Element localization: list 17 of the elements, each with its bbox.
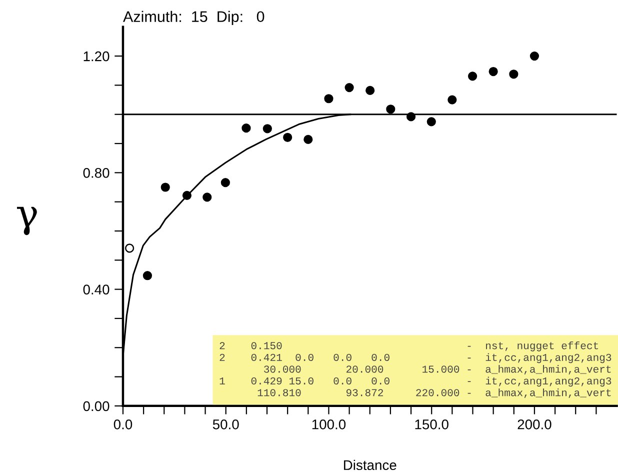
x-tick-label: 200.0	[518, 419, 552, 430]
x-tick-label: 50.0	[212, 419, 239, 430]
x-tick-label: 150.0	[415, 419, 448, 430]
annotation: 2 0.421 0.0 0.0 0.0 - it,cc,ang1,ang2,ang3	[220, 353, 612, 364]
y-tick-label: 0.40	[83, 284, 110, 294]
x-axis-title: Distance	[344, 460, 396, 470]
y-tick-label: 0.00	[83, 401, 110, 412]
x-tick-label: 100.0	[312, 419, 346, 430]
y-axis-title: γ	[16, 206, 37, 236]
x-tick-label: 0.0	[114, 419, 132, 430]
annotation: 30.000 20.000 15.000 - a_hmax,a_hmin,a_vert	[264, 364, 611, 375]
y-tick-label: 1.20	[84, 51, 110, 62]
annotation: 110.810 93.872 220.000 - a_hmax,a_hmin,a_vert	[258, 388, 611, 398]
y-tick-label: 0.80	[83, 168, 110, 178]
chart-title: Azimuth: 15 Dip: 0	[123, 10, 264, 26]
annotation: 2 0.150 - nst, nugget effect	[220, 341, 598, 352]
annotation: 1 0.429 15.0 0.0 0.0 - it,cc,ang1,ang2,ang3	[220, 376, 612, 387]
